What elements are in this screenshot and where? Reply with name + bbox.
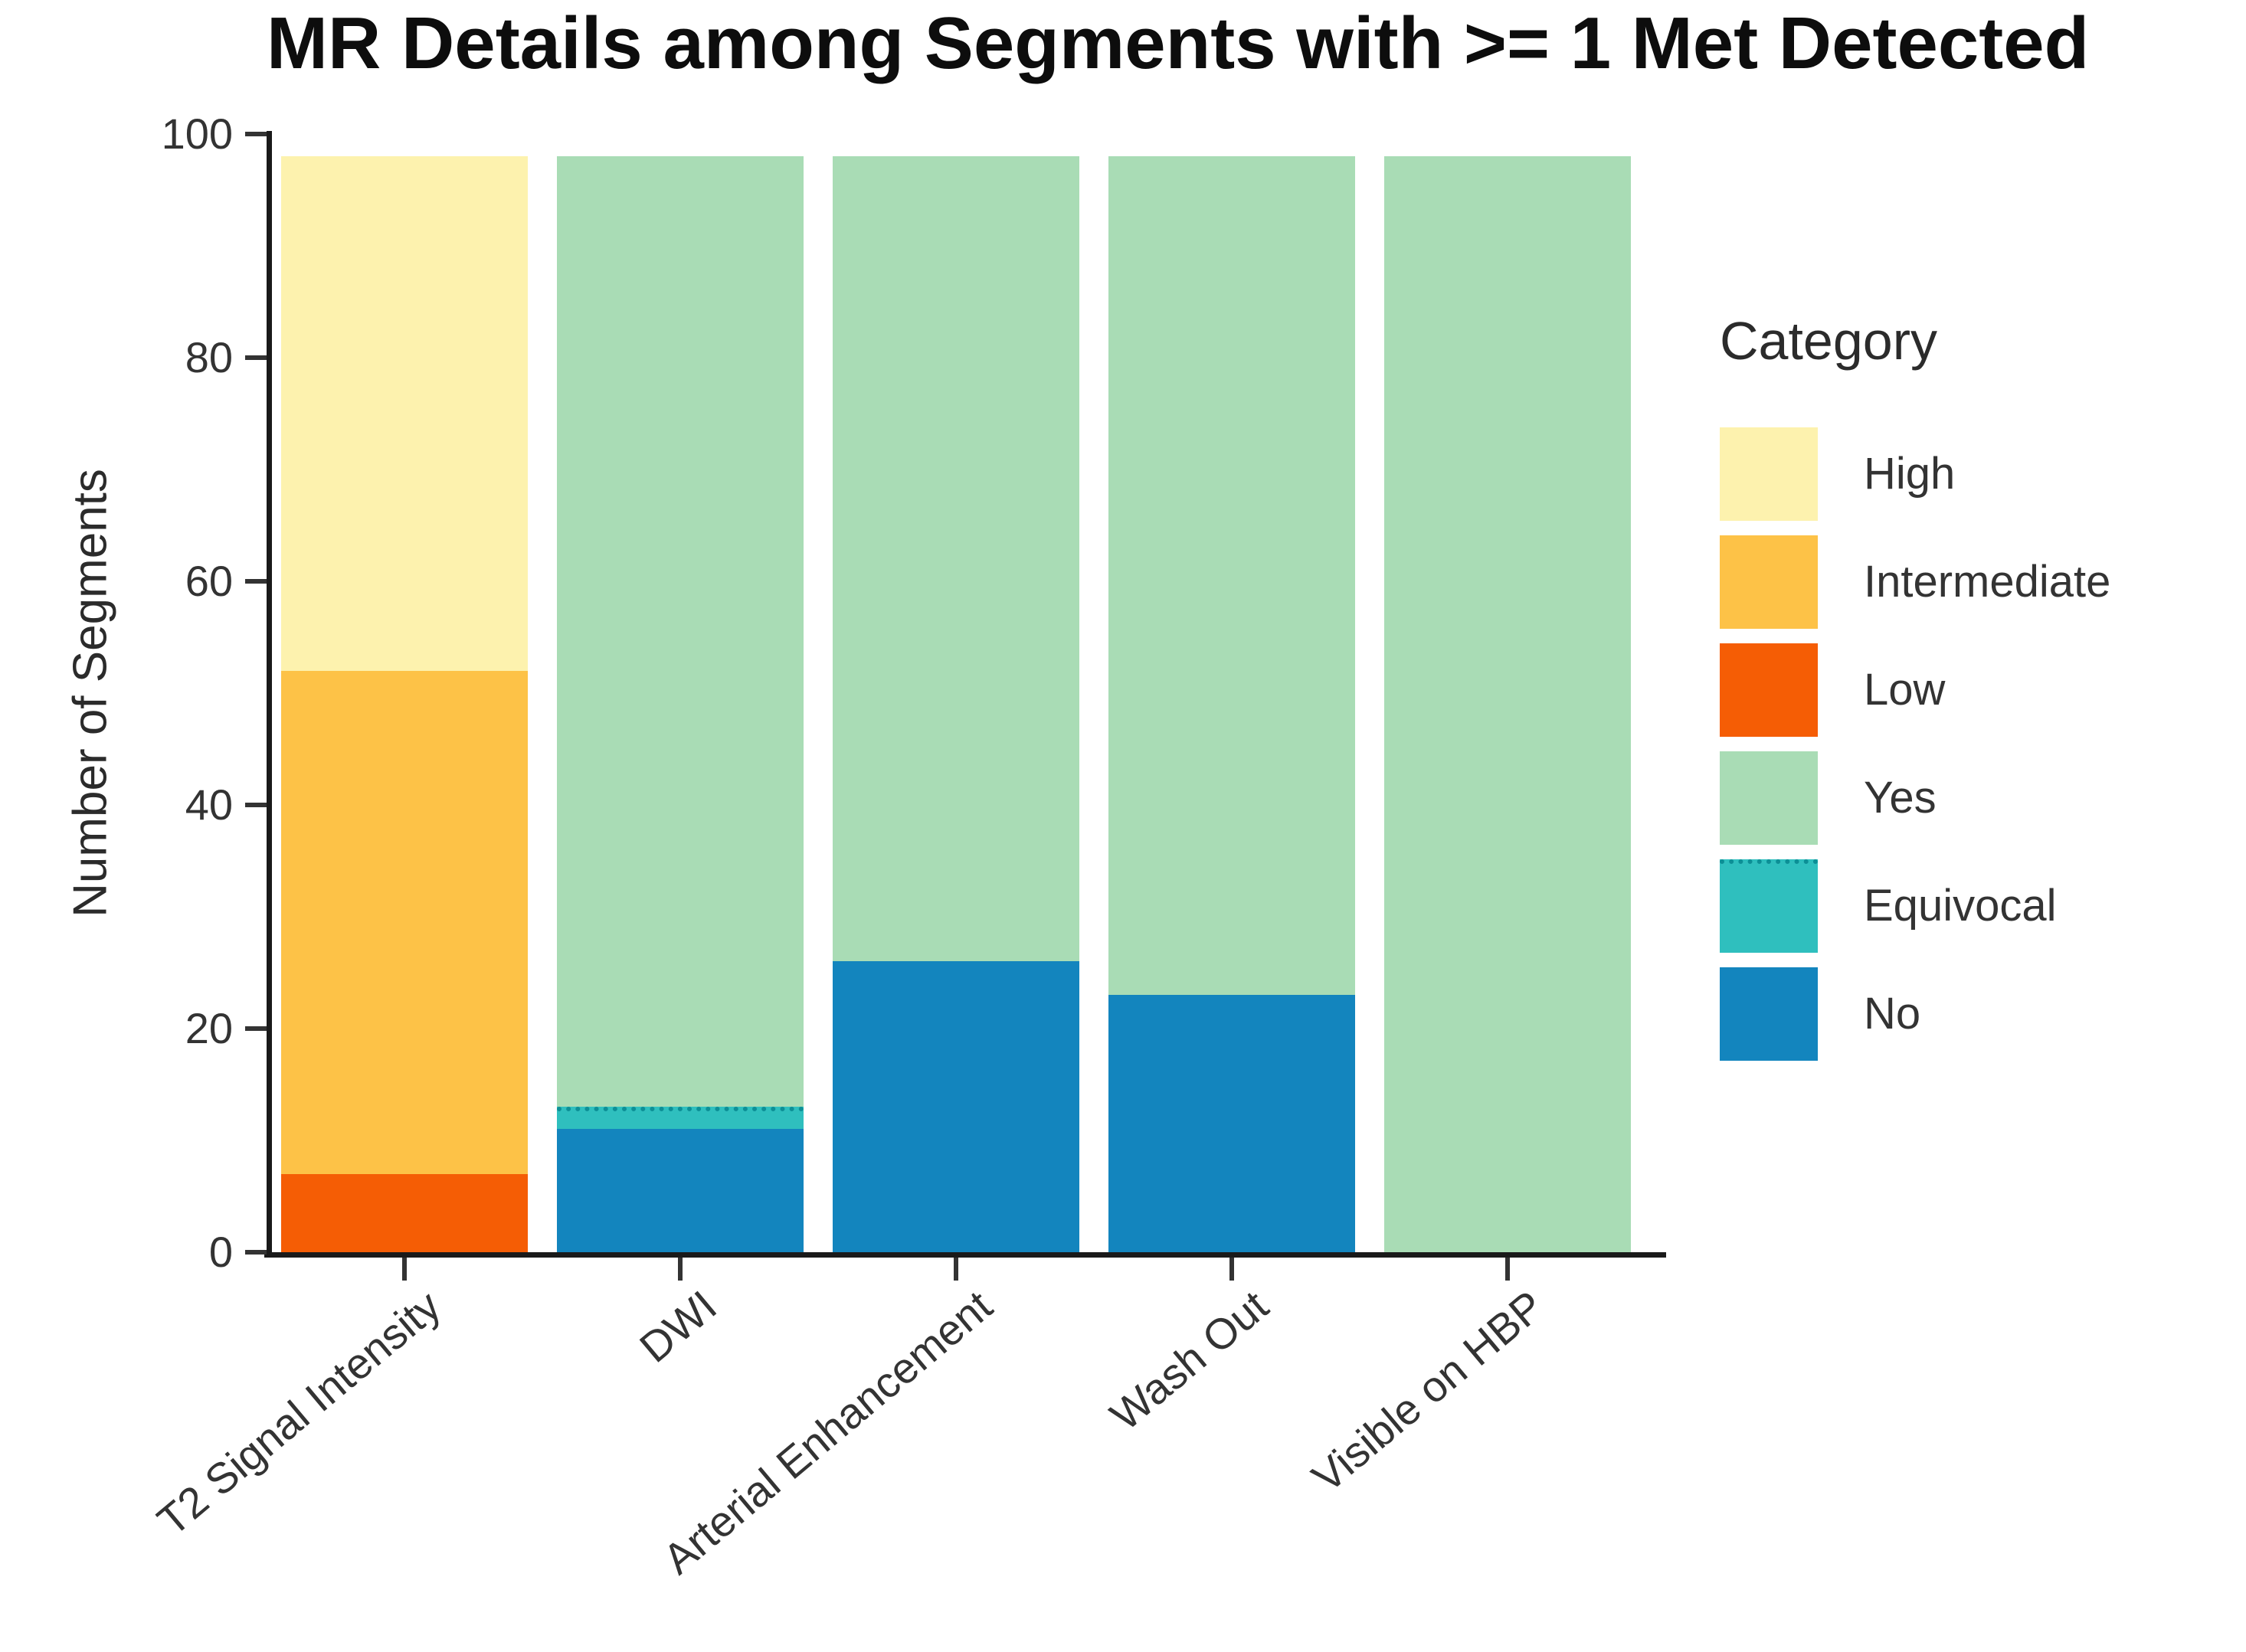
legend-swatch-no bbox=[1720, 967, 1818, 1061]
y-axis-tick bbox=[245, 1250, 267, 1255]
bar-segment-yes bbox=[557, 156, 804, 1107]
x-axis-tick bbox=[1505, 1258, 1510, 1281]
y-axis-tick bbox=[245, 803, 267, 807]
legend-label-high: High bbox=[1864, 449, 1956, 499]
x-axis-category-label: Wash Out bbox=[1101, 1281, 1278, 1440]
x-axis-tick bbox=[1229, 1258, 1234, 1281]
bar-segment-no bbox=[1108, 995, 1355, 1252]
bar-segment-low bbox=[281, 1174, 528, 1252]
chart-title: MR Details among Segments with >= 1 Met … bbox=[267, 2, 2090, 84]
x-axis-category-label: T2 Signal Intensity bbox=[148, 1281, 450, 1546]
y-axis-tick-label: 80 bbox=[185, 333, 233, 381]
bar-segment-no bbox=[557, 1129, 804, 1252]
x-axis-line bbox=[264, 1252, 1666, 1258]
y-axis-tick-label: 0 bbox=[208, 1228, 233, 1276]
y-axis-title: Number of Segments bbox=[64, 469, 117, 918]
legend-swatch-equivocal bbox=[1720, 859, 1818, 953]
legend-swatch-high bbox=[1720, 427, 1818, 521]
y-axis-line bbox=[267, 131, 272, 1258]
legend-label-equivocal: Equivocal bbox=[1864, 881, 2057, 931]
x-axis-tick bbox=[678, 1258, 683, 1281]
legend-swatch-low bbox=[1720, 643, 1818, 737]
x-axis-category-label: DWI bbox=[630, 1281, 726, 1372]
legend-title: Category bbox=[1720, 311, 1938, 371]
y-axis-tick-label: 60 bbox=[185, 557, 233, 605]
legend-label-yes: Yes bbox=[1864, 773, 1937, 823]
legend-label-intermediate: Intermediate bbox=[1864, 557, 2111, 607]
bar-segment-no bbox=[833, 961, 1079, 1252]
legend-swatch-intermediate bbox=[1720, 535, 1818, 629]
legend-swatch-yes bbox=[1720, 751, 1818, 845]
y-axis-tick bbox=[245, 132, 267, 136]
y-axis-tick bbox=[245, 355, 267, 360]
y-axis-tick-label: 40 bbox=[185, 780, 233, 829]
y-axis-tick-label: 100 bbox=[161, 110, 233, 158]
bar-segment-yes bbox=[1108, 156, 1355, 995]
bar-segment-yes bbox=[833, 156, 1079, 961]
y-axis-tick bbox=[245, 1026, 267, 1031]
x-axis-tick bbox=[402, 1258, 407, 1281]
y-axis-tick-label: 20 bbox=[185, 1004, 233, 1052]
bar-segment-yes bbox=[1384, 156, 1631, 1252]
bar-segment-high bbox=[281, 156, 528, 671]
bar-segment-intermediate bbox=[281, 671, 528, 1174]
legend-label-no: No bbox=[1864, 989, 1921, 1039]
bar-segment-equivocal bbox=[557, 1107, 804, 1129]
legend-label-low: Low bbox=[1864, 665, 1946, 715]
x-axis-tick bbox=[954, 1258, 958, 1281]
x-axis-category-label: Visible on HBP bbox=[1303, 1281, 1554, 1502]
y-axis-tick bbox=[245, 579, 267, 584]
